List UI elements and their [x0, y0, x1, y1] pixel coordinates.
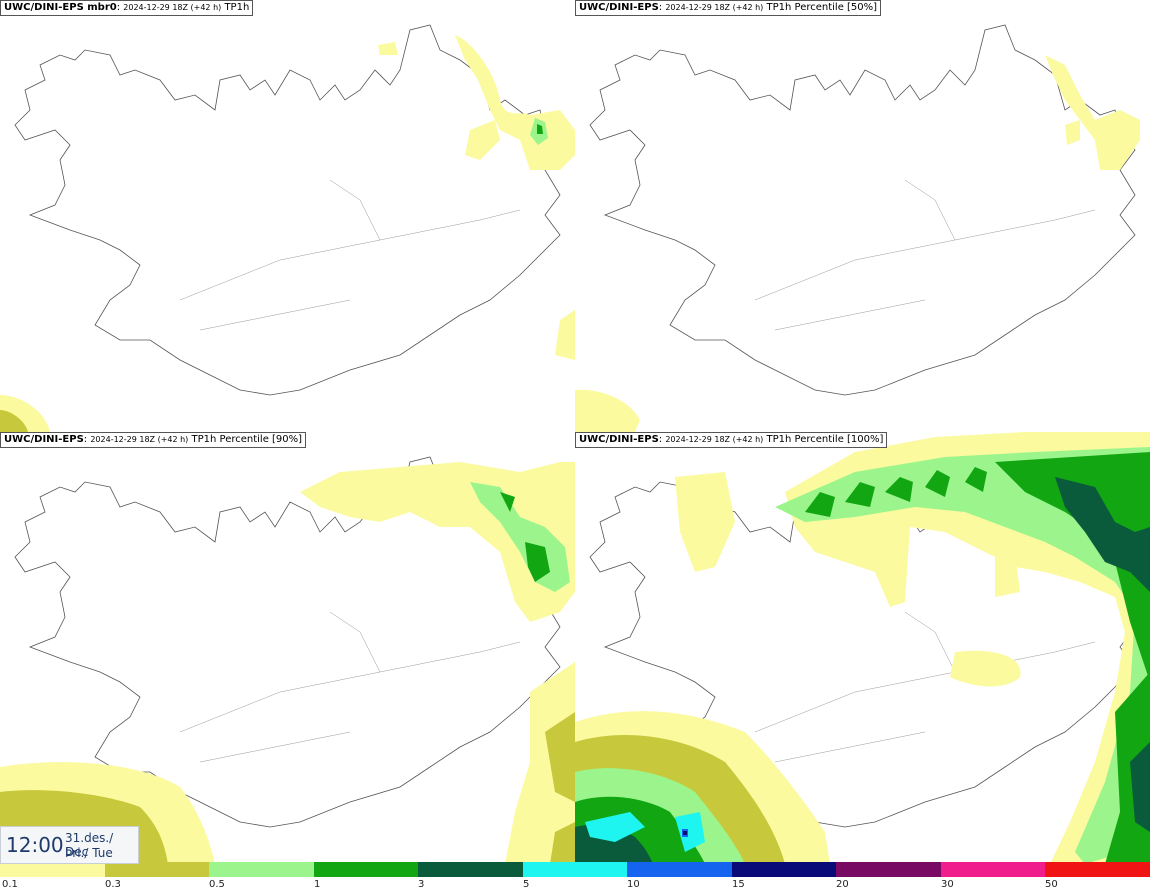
legend-swatch [105, 862, 209, 877]
legend-swatch [523, 862, 627, 877]
legend-label: 15 [732, 879, 745, 890]
legend-label: 0.1 [2, 879, 18, 890]
legend-label: 1 [314, 879, 321, 890]
panel-title: UWC/DINI-EPS: 2024-12-29 18Z (+42 h) TP1… [575, 0, 882, 16]
legend-swatch [209, 862, 314, 877]
legend-label: 0.3 [105, 879, 121, 890]
legend-label: 50 [1045, 879, 1058, 890]
legend-label: 10 [627, 879, 640, 890]
panel-title: UWC/DINI-EPS mbr0: 2024-12-29 18Z (+42 h… [0, 0, 254, 16]
precip-map [0, 24, 575, 432]
valid-date: 31.des./ Dec [65, 831, 114, 859]
map-panel-p50: UWC/DINI-EPS: 2024-12-29 18Z (+42 h) TP1… [575, 0, 1150, 432]
legend-swatch [314, 862, 418, 877]
map-panel-p90: UWC/DINI-EPS: 2024-12-29 18Z (+42 h) TP1… [0, 432, 575, 864]
legend-swatch [0, 862, 105, 877]
precip-map [575, 24, 1140, 432]
valid-time: 12:00 [6, 833, 64, 857]
precip-overlay [0, 462, 575, 864]
legend-swatch [627, 862, 732, 877]
precip-overlay [0, 35, 575, 432]
legend-swatch [418, 862, 523, 877]
panel-title: UWC/DINI-EPS: 2024-12-29 18Z (+42 h) TP1… [0, 432, 307, 448]
legend-label: 0.5 [209, 879, 225, 890]
precip-map [0, 456, 575, 864]
valid-day: Þri./ Tue [65, 846, 113, 860]
precip-overlay [575, 432, 1150, 864]
map-panel-member0: UWC/DINI-EPS mbr0: 2024-12-29 18Z (+42 h… [0, 0, 575, 432]
legend-swatch [1045, 862, 1150, 877]
legend-label: 5 [523, 879, 530, 890]
precip-overlay [575, 55, 1140, 432]
legend-swatch [836, 862, 941, 877]
valid-time-box: 12:00 31.des./ Dec Þri./ Tue [0, 826, 139, 864]
legend-label: 20 [836, 879, 849, 890]
legend-swatch [941, 862, 1045, 877]
legend-label: 30 [941, 879, 954, 890]
legend-swatch [732, 862, 836, 877]
panel-title: UWC/DINI-EPS: 2024-12-29 18Z (+42 h) TP1… [575, 432, 888, 448]
legend-label: 3 [418, 879, 425, 890]
precip-map [575, 432, 1150, 864]
map-panel-p100: UWC/DINI-EPS: 2024-12-29 18Z (+42 h) TP1… [575, 432, 1150, 864]
color-legend: 0.1 0.3 0.5 1 3 5 10 15 20 30 50 [0, 862, 1150, 891]
